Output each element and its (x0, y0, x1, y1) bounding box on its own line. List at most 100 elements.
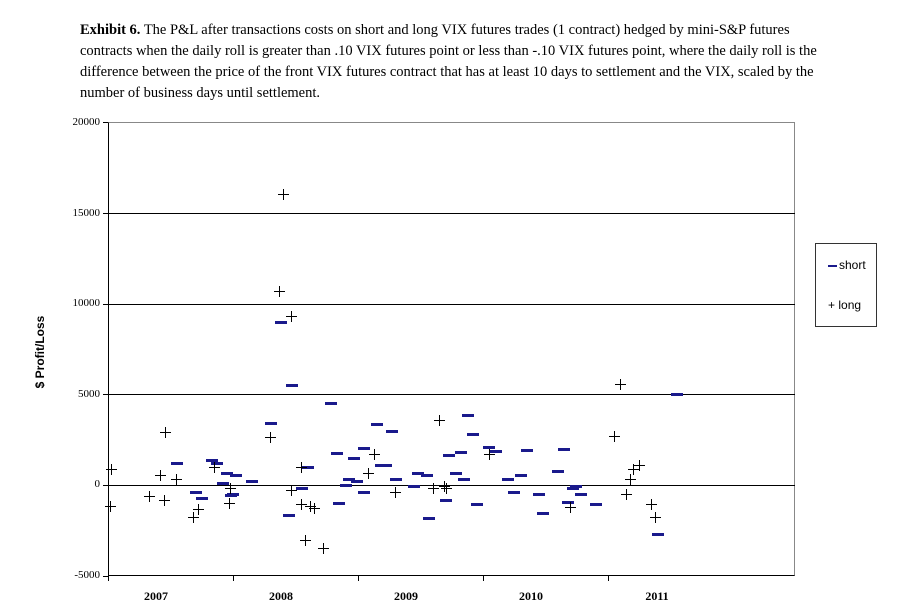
short-data-point (220, 472, 233, 476)
short-data-point (205, 459, 218, 463)
short-data-point (670, 393, 683, 397)
short-data-point (558, 448, 571, 452)
short-data-point (283, 513, 296, 517)
short-data-point (358, 447, 371, 451)
long-data-point (208, 461, 220, 473)
long-data-point (633, 459, 645, 471)
short-data-point (449, 471, 462, 475)
long-data-point (441, 483, 453, 495)
long-data-point (105, 501, 116, 513)
short-data-point (462, 414, 474, 418)
y-tick-mark (103, 304, 108, 305)
long-data-point (158, 494, 170, 506)
long-data-point (427, 482, 439, 494)
long-data-point (273, 285, 285, 297)
short-data-point (552, 469, 564, 473)
short-data-point (343, 477, 356, 481)
short-data-point (339, 483, 352, 487)
gridline-5000 (108, 394, 795, 395)
long-data-point (296, 498, 308, 510)
x-tick-2010: 2010 (519, 589, 543, 603)
long-data-point (565, 501, 576, 513)
short-data-point (470, 502, 483, 506)
short-data-point (537, 511, 549, 515)
y-tick-mark (103, 485, 108, 486)
long-data-point (362, 468, 374, 480)
long-data-point (223, 497, 235, 509)
legend-short-label: short (839, 258, 866, 272)
short-data-point (589, 502, 602, 506)
short-data-point (569, 485, 582, 489)
short-data-point (217, 481, 229, 485)
short-data-point (439, 498, 452, 502)
long-data-point (615, 379, 626, 391)
short-data-point (489, 450, 502, 454)
long-data-point (300, 534, 311, 546)
legend-item-short: short (828, 258, 866, 272)
gridline-10000 (108, 304, 795, 305)
short-data-point (443, 454, 456, 458)
short-data-point (502, 477, 514, 481)
long-data-point (160, 427, 171, 439)
y-tick-mark (103, 213, 108, 214)
long-data-point (171, 474, 183, 486)
long-data-point (368, 449, 380, 461)
x-tick-mark (108, 576, 109, 581)
long-data-point (621, 488, 633, 500)
short-marker-icon (828, 264, 837, 268)
short-data-point (408, 485, 421, 489)
long-data-point (646, 498, 658, 510)
short-data-point (412, 471, 424, 475)
short-data-point (533, 493, 546, 497)
x-tick-mark (483, 576, 484, 581)
short-data-point (420, 474, 433, 478)
caption-label: Exhibit 6. (80, 22, 141, 38)
long-data-point (192, 503, 204, 515)
y-tick-10000: 10000 (72, 297, 101, 309)
y-tick-15000: 15000 (72, 207, 101, 219)
long-data-point (155, 470, 166, 482)
chart-caption: Exhibit 6. The P&L after transactions co… (80, 20, 840, 104)
short-data-point (302, 466, 314, 470)
short-data-point (170, 461, 183, 465)
long-data-point (390, 487, 401, 499)
short-data-point (454, 451, 467, 455)
legend: short + long (815, 243, 877, 327)
long-data-point (625, 473, 636, 485)
short-data-point (245, 480, 258, 484)
long-data-point (317, 542, 329, 554)
short-data-point (324, 402, 337, 406)
short-data-point (574, 492, 587, 496)
short-data-point (358, 490, 371, 494)
caption-text: The P&L after transactions costs on shor… (80, 22, 817, 101)
short-data-point (562, 500, 574, 504)
x-tick-mark (358, 576, 359, 581)
y-tick-minus-5000: -5000 (74, 569, 100, 581)
gridline-zero (108, 485, 795, 486)
x-tick-2011: 2011 (645, 589, 669, 603)
long-data-point (265, 432, 276, 444)
short-data-point (189, 491, 202, 495)
long-data-point (438, 481, 450, 493)
long-data-point (225, 483, 236, 495)
long-data-point (305, 500, 316, 512)
short-data-point (423, 516, 436, 520)
x-tick-2009: 2009 (394, 589, 418, 603)
short-data-point (229, 474, 242, 478)
long-data-point (296, 462, 308, 474)
y-axis-label: $ Profit/Loss (33, 315, 47, 389)
short-data-point (264, 422, 277, 426)
legend-long-label: long (838, 298, 862, 312)
long-data-point (286, 310, 298, 322)
short-data-point (385, 430, 398, 434)
short-data-point (389, 477, 402, 481)
long-data-point (627, 463, 639, 475)
plus-marker-icon: + (828, 298, 836, 312)
long-data-point (483, 449, 495, 461)
y-tick-mark (103, 122, 108, 123)
long-data-point (608, 431, 620, 443)
x-tick-mark (608, 576, 609, 581)
short-data-point (224, 494, 237, 498)
plot-area (108, 122, 795, 576)
short-data-point (652, 532, 664, 536)
